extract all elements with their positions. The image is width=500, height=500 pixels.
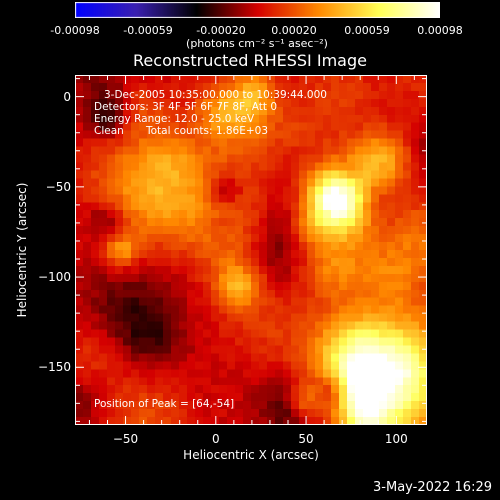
x-tick-label: 100 bbox=[384, 432, 408, 446]
detectors-annotation: Detectors: 3F 4F 5F 6F 7F 8F, Att 0 bbox=[94, 101, 278, 113]
y-tick-label: −50 bbox=[45, 179, 71, 194]
y-axis-label: Heliocentric Y (arcsec) bbox=[15, 182, 29, 318]
colorbar bbox=[75, 2, 440, 18]
colorbar-tick-label: -0.00098 bbox=[50, 24, 100, 37]
clean-label: Clean bbox=[94, 125, 124, 137]
y-tick-label: −100 bbox=[38, 270, 71, 285]
colorbar-tick-label: 0.00059 bbox=[344, 24, 390, 37]
x-tick-label: 0 bbox=[211, 432, 220, 446]
plot-timestamp: 3-May-2022 16:29 bbox=[373, 480, 492, 495]
peak-position-annotation: Position of Peak = [64,-54] bbox=[94, 398, 235, 410]
colorbar-tick-label: -0.00059 bbox=[123, 24, 173, 37]
colorbar-tick-label: 0.00020 bbox=[271, 24, 317, 37]
total-counts-annotation: Total counts: 1.86E+03 bbox=[146, 125, 269, 137]
energy-range-annotation: Energy Range: 12.0 - 25.0 keV bbox=[94, 113, 255, 125]
x-tick-label: −50 bbox=[112, 432, 139, 446]
y-tick-label: 0 bbox=[63, 89, 71, 104]
colorbar-units: (photons cm⁻² s⁻¹ asec⁻²) bbox=[186, 37, 328, 50]
time-range-annotation: 3-Dec-2005 10:35:00.000 to 10:39:44.000 bbox=[104, 89, 327, 101]
y-tick-label: −150 bbox=[38, 360, 71, 375]
x-axis-label: Heliocentric X (arcsec) bbox=[183, 448, 319, 462]
colorbar-tick-label: -0.00020 bbox=[196, 24, 246, 37]
plot-title: Reconstructed RHESSI Image bbox=[133, 51, 367, 70]
colorbar-tick-label: 0.00098 bbox=[417, 24, 463, 37]
x-tick-label: 50 bbox=[298, 432, 314, 446]
